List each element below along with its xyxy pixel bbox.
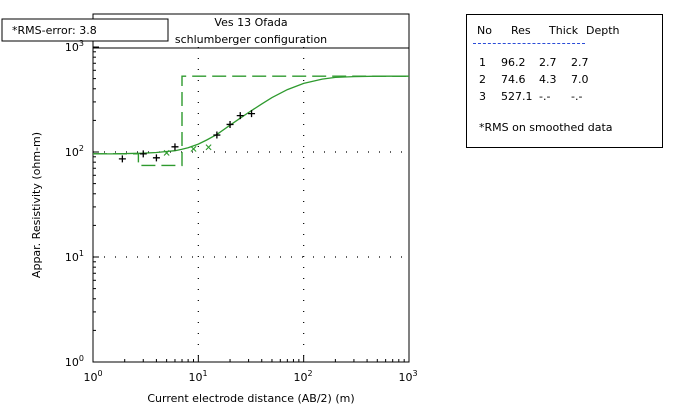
x-tick-label-1: 101	[188, 369, 207, 384]
x-tick-label-0: 100	[83, 369, 102, 384]
field-data-point	[248, 110, 256, 118]
layer-depth: 2.7	[571, 56, 589, 69]
layer-depth: -.-	[571, 90, 583, 103]
smoothed-data-point	[163, 149, 170, 156]
y-tick-label-3: 103	[65, 39, 84, 54]
y-tick-label-2: 102	[65, 144, 84, 159]
header-res: Res	[511, 24, 531, 37]
layer-res: 96.2	[501, 56, 526, 69]
computed-curve-line	[93, 75, 409, 155]
header-no: No	[477, 24, 492, 37]
x-tick-label-3: 103	[398, 369, 417, 384]
y-tick-label-1: 101	[65, 249, 84, 264]
field-data-point	[236, 112, 244, 120]
x-tick-label-2: 102	[293, 369, 312, 384]
smoothed-data-point	[205, 144, 212, 151]
layer-row: 3 527.1 -.- -.-	[467, 90, 662, 104]
layer-thick: -.-	[539, 90, 551, 103]
layer-table-header: No Res Thick Depth	[467, 24, 662, 38]
layer-no: 1	[479, 56, 486, 69]
axis-ticks	[92, 46, 410, 363]
header-divider	[473, 43, 585, 44]
x-axis-title: Current electrode distance (AB/2) (m)	[147, 392, 354, 405]
layer-row: 1 96.2 2.7 2.7	[467, 56, 662, 70]
field-data-point	[152, 154, 160, 162]
layer-res: 74.6	[501, 73, 526, 86]
y-tick-label-0: 100	[65, 354, 84, 369]
field-data-point	[139, 150, 147, 158]
rms-note: *RMS on smoothed data	[479, 121, 613, 134]
series-group	[93, 75, 409, 167]
header-thick: Thick	[549, 24, 579, 37]
header-depth: Depth	[586, 24, 620, 37]
layer-no: 3	[479, 90, 486, 103]
plot-area	[92, 46, 410, 363]
field-data-point	[118, 155, 126, 163]
chart-subtitle: schlumberger configuration	[175, 33, 327, 46]
layered-model-line	[93, 75, 409, 167]
rms-error-box	[1, 18, 169, 42]
field-data-point	[171, 143, 179, 151]
rms-error-label: *RMS-error: 3.8	[12, 24, 97, 37]
layer-thick: 2.7	[539, 56, 557, 69]
layer-depth: 7.0	[571, 73, 589, 86]
layer-no: 2	[479, 73, 486, 86]
layer-res: 527.1	[501, 90, 533, 103]
field-data-point	[226, 120, 234, 128]
chart-title: Ves 13 Ofada	[214, 16, 287, 29]
layer-thick: 4.3	[539, 73, 557, 86]
field-data-point	[213, 131, 221, 139]
layer-table: No Res Thick Depth 1 96.2 2.7 2.7 2 74.6…	[466, 14, 663, 148]
layer-row: 2 74.6 4.3 7.0	[467, 73, 662, 87]
y-axis-title: Appar. Resistivity (ohm-m)	[30, 132, 43, 278]
smoothed-data-point	[190, 145, 197, 152]
